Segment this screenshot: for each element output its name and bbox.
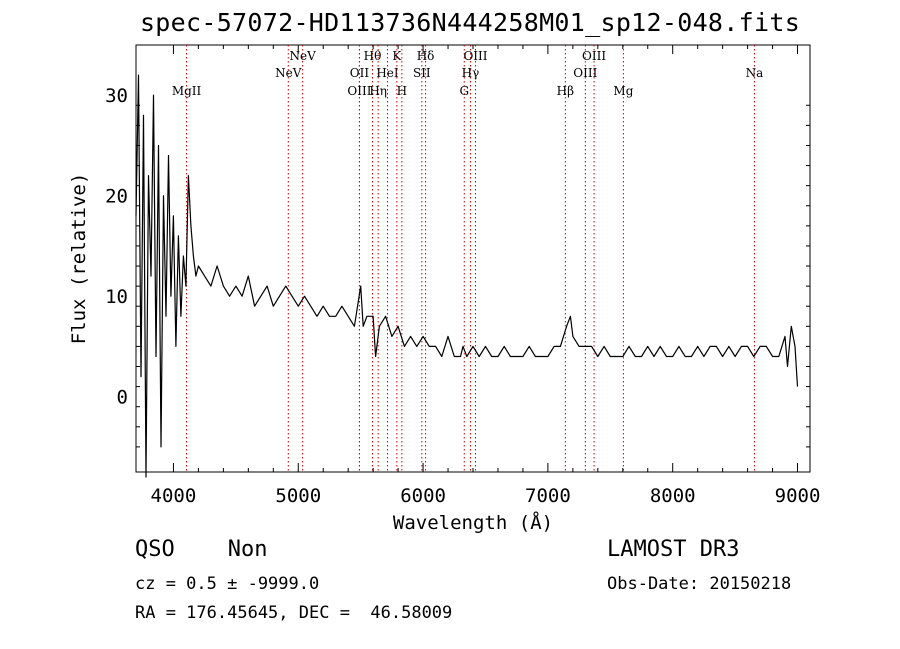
object-class: QSO Non	[135, 537, 268, 562]
x-tick-label: 8000	[650, 485, 696, 507]
spectrum-line	[135, 74, 799, 478]
redshift-text: cz = 0.5 ± -9999.0	[135, 574, 320, 594]
y-tick-label: 30	[105, 85, 128, 107]
y-axis-label: Flux (relative)	[68, 173, 90, 345]
spectral-line-label: SII	[413, 66, 431, 80]
x-tick-label: 4000	[151, 485, 197, 507]
y-tick-label: 10	[105, 286, 128, 308]
spectral-line-label: Mg	[613, 84, 633, 98]
spectral-line-label: Hδ	[417, 49, 435, 63]
spectral-line-label: G	[459, 84, 469, 98]
spectral-line-label: NeV	[289, 49, 316, 63]
obs-date-text: Obs-Date: 20150218	[607, 574, 792, 594]
spectral-line-label: H	[397, 84, 407, 98]
spectral-line-label: Hγ	[462, 66, 480, 80]
chart-title: spec-57072-HD113736N444258M01_sp12-048.f…	[139, 8, 801, 37]
spectral-line-label: Hη	[369, 84, 387, 98]
x-tick-label: 5000	[275, 485, 321, 507]
spectral-line-label: OIII	[347, 84, 371, 98]
x-tick-label: 7000	[525, 485, 571, 507]
plot-frame	[135, 44, 811, 473]
spectral-line-label: OIII	[573, 66, 597, 80]
x-tick-label: 9000	[775, 485, 821, 507]
spectral-line-label: K	[392, 49, 402, 63]
spectral-line-label: OIII	[582, 49, 606, 63]
y-tick-label: 20	[105, 186, 128, 208]
survey-label: LAMOST DR3	[607, 537, 740, 562]
spectral-line-label: Na	[746, 66, 764, 80]
spectral-line-label: Hθ	[364, 49, 382, 63]
spectral-line-label: OIII	[463, 49, 487, 63]
x-axis-label: Wavelength (Å)	[393, 511, 553, 534]
spectral-line-label: MgII	[172, 84, 202, 98]
spectral-line-label: Hβ	[557, 84, 574, 98]
y-tick-label: 0	[117, 387, 128, 409]
coordinates-text: RA = 176.45645, DEC = 46.58009	[135, 603, 453, 623]
x-tick-label: 6000	[400, 485, 446, 507]
spectral-line-label: NeV	[275, 66, 302, 80]
spectral-line-label: HeI	[376, 66, 399, 80]
